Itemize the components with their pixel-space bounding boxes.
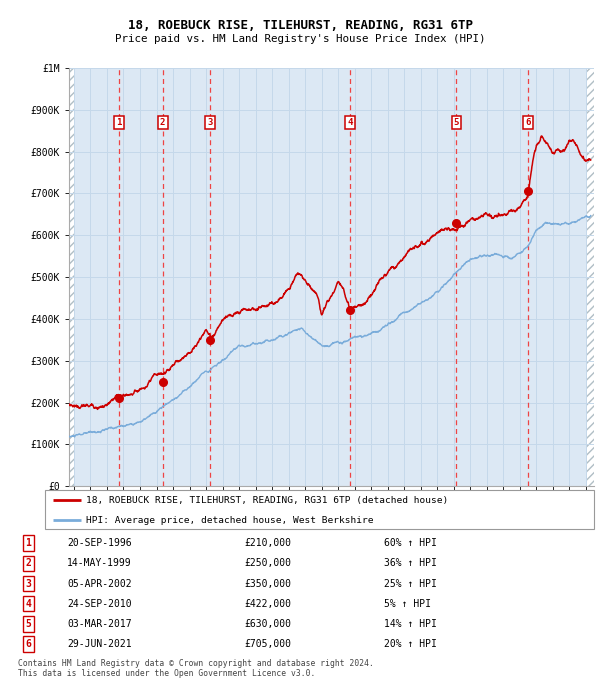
Text: £250,000: £250,000: [245, 558, 292, 568]
Text: 03-MAR-2017: 03-MAR-2017: [67, 619, 132, 629]
Text: 4: 4: [25, 598, 31, 609]
Text: 14% ↑ HPI: 14% ↑ HPI: [385, 619, 437, 629]
Text: 5: 5: [25, 619, 31, 629]
Text: 29-JUN-2021: 29-JUN-2021: [67, 639, 132, 649]
Text: 05-APR-2002: 05-APR-2002: [67, 579, 132, 589]
Text: £422,000: £422,000: [245, 598, 292, 609]
Text: £210,000: £210,000: [245, 538, 292, 548]
Text: 5% ↑ HPI: 5% ↑ HPI: [385, 598, 431, 609]
Text: This data is licensed under the Open Government Licence v3.0.: This data is licensed under the Open Gov…: [18, 668, 316, 678]
FancyBboxPatch shape: [45, 490, 594, 529]
Text: 1: 1: [25, 538, 31, 548]
Text: Contains HM Land Registry data © Crown copyright and database right 2024.: Contains HM Land Registry data © Crown c…: [18, 658, 374, 668]
Text: 6: 6: [25, 639, 31, 649]
Text: 3: 3: [25, 579, 31, 589]
Text: £350,000: £350,000: [245, 579, 292, 589]
Text: 24-SEP-2010: 24-SEP-2010: [67, 598, 132, 609]
Text: 60% ↑ HPI: 60% ↑ HPI: [385, 538, 437, 548]
Text: 1: 1: [116, 118, 122, 127]
Text: 4: 4: [347, 118, 353, 127]
Text: 6: 6: [525, 118, 530, 127]
Text: 36% ↑ HPI: 36% ↑ HPI: [385, 558, 437, 568]
Text: 25% ↑ HPI: 25% ↑ HPI: [385, 579, 437, 589]
Text: 5: 5: [454, 118, 459, 127]
Text: 20-SEP-1996: 20-SEP-1996: [67, 538, 132, 548]
Text: 3: 3: [208, 118, 213, 127]
Text: 18, ROEBUCK RISE, TILEHURST, READING, RG31 6TP: 18, ROEBUCK RISE, TILEHURST, READING, RG…: [128, 19, 473, 33]
Text: 14-MAY-1999: 14-MAY-1999: [67, 558, 132, 568]
Text: 18, ROEBUCK RISE, TILEHURST, READING, RG31 6TP (detached house): 18, ROEBUCK RISE, TILEHURST, READING, RG…: [86, 496, 448, 505]
Text: 2: 2: [25, 558, 31, 568]
Text: 20% ↑ HPI: 20% ↑ HPI: [385, 639, 437, 649]
Text: 2: 2: [160, 118, 165, 127]
Text: Price paid vs. HM Land Registry's House Price Index (HPI): Price paid vs. HM Land Registry's House …: [115, 34, 485, 44]
Text: £630,000: £630,000: [245, 619, 292, 629]
Text: HPI: Average price, detached house, West Berkshire: HPI: Average price, detached house, West…: [86, 516, 374, 525]
Bar: [587, 68, 594, 486]
Bar: [69, 68, 74, 486]
Text: £705,000: £705,000: [245, 639, 292, 649]
